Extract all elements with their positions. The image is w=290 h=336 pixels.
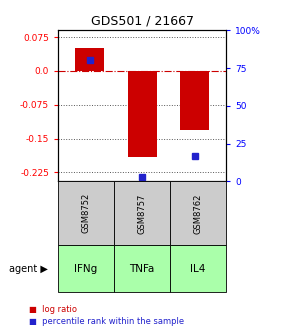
Bar <box>180 71 209 130</box>
Bar <box>75 48 104 71</box>
Text: TNFa: TNFa <box>129 264 155 274</box>
Text: GSM8757: GSM8757 <box>137 193 147 234</box>
Text: ■  log ratio: ■ log ratio <box>29 305 77 314</box>
Text: GSM8762: GSM8762 <box>194 193 203 234</box>
Title: GDS501 / 21667: GDS501 / 21667 <box>90 15 194 28</box>
Text: GSM8752: GSM8752 <box>81 193 90 234</box>
Bar <box>128 71 157 157</box>
Text: IFNg: IFNg <box>75 264 98 274</box>
Text: agent ▶: agent ▶ <box>9 264 48 274</box>
Text: ■  percentile rank within the sample: ■ percentile rank within the sample <box>29 317 184 326</box>
Text: IL4: IL4 <box>191 264 206 274</box>
